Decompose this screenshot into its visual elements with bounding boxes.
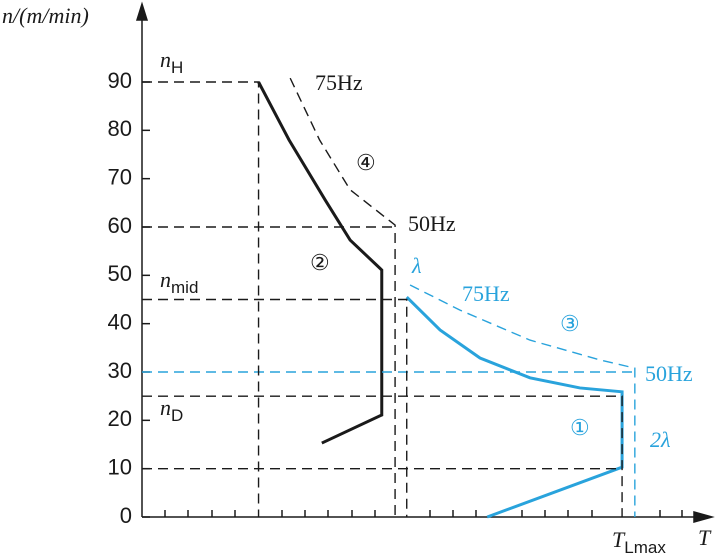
annotation: ③ <box>560 311 580 336</box>
y-tick-label: 50 <box>108 261 132 286</box>
y-arrow <box>135 1 149 21</box>
axes <box>135 1 715 523</box>
annotation: ② <box>310 250 330 275</box>
y-tick-label: 60 <box>108 213 132 238</box>
annotation: nD <box>160 395 183 425</box>
y-tick-label: 90 <box>108 68 132 93</box>
annotation: 50Hz <box>645 361 693 386</box>
dashed-line <box>142 395 623 517</box>
y-axis-label: n/(m/min) <box>2 3 89 28</box>
x-axis-label: T <box>698 525 712 550</box>
annotation: ④ <box>356 150 376 175</box>
annotation-text: 75Hz <box>315 70 363 95</box>
x-arrow <box>693 511 715 523</box>
annotation-text: 75Hz <box>462 281 510 306</box>
annotation-text: n <box>160 267 171 292</box>
annotation: 2λ <box>650 427 671 452</box>
annotation-subscript: H <box>171 58 183 77</box>
annotation-text: ① <box>570 415 590 440</box>
annotation: 50Hz <box>408 211 456 236</box>
annotation-text: n <box>160 47 171 72</box>
annotation: 75Hz <box>315 70 363 95</box>
y-tick-label: 40 <box>108 309 132 334</box>
annotation-subscript: mid <box>171 278 198 297</box>
annotation-text: n <box>160 395 171 420</box>
annotation: nH <box>160 47 183 77</box>
annotation: ① <box>570 415 590 440</box>
annotation: 75Hz <box>462 281 510 306</box>
x-minor-ticks <box>164 510 683 517</box>
y-tick-label: 70 <box>108 164 132 189</box>
y-tick-label: 80 <box>108 116 132 141</box>
y-tick-label: 20 <box>108 406 132 431</box>
dashed-line <box>142 298 408 517</box>
y-tick-label: 30 <box>108 358 132 383</box>
annotation-text: ② <box>310 250 330 275</box>
annotation-text: ④ <box>356 150 376 175</box>
annotation-subscript: D <box>171 406 183 425</box>
annotation: TLmax <box>612 527 666 555</box>
y-tick-label: 0 <box>120 503 132 528</box>
annotation-text: ③ <box>560 311 580 336</box>
annotation-subscript: Lmax <box>624 538 666 555</box>
annotation-text: 50Hz <box>645 361 693 386</box>
annotation-text: 50Hz <box>408 211 456 236</box>
curve <box>257 81 384 445</box>
annotation-text: λ <box>411 253 422 278</box>
dashed-line <box>289 77 396 517</box>
annotation: λ <box>411 253 422 278</box>
annotation: nmid <box>160 267 198 297</box>
annotation-text: T <box>612 527 626 552</box>
y-tick-label: 10 <box>108 454 132 479</box>
dashed-line <box>409 284 636 517</box>
annotation-text: 2λ <box>650 427 671 452</box>
dashed-line <box>142 81 260 517</box>
curve <box>405 296 624 519</box>
